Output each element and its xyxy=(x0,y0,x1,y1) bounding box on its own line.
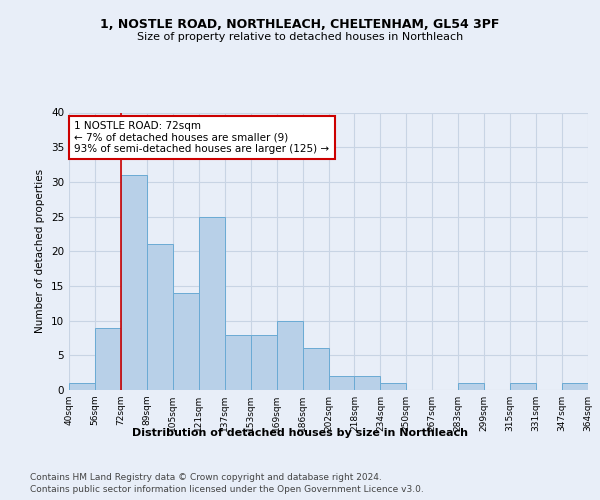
Bar xyxy=(95,328,121,390)
Text: Contains public sector information licensed under the Open Government Licence v3: Contains public sector information licen… xyxy=(30,485,424,494)
Y-axis label: Number of detached properties: Number of detached properties xyxy=(35,169,46,334)
Bar xyxy=(121,175,147,390)
Bar xyxy=(562,383,588,390)
Text: 1, NOSTLE ROAD, NORTHLEACH, CHELTENHAM, GL54 3PF: 1, NOSTLE ROAD, NORTHLEACH, CHELTENHAM, … xyxy=(100,18,500,30)
Bar xyxy=(69,383,95,390)
Bar xyxy=(199,216,224,390)
Text: Contains HM Land Registry data © Crown copyright and database right 2024.: Contains HM Land Registry data © Crown c… xyxy=(30,472,382,482)
Bar xyxy=(355,376,380,390)
Bar xyxy=(225,334,251,390)
Bar xyxy=(251,334,277,390)
Bar xyxy=(147,244,173,390)
Bar xyxy=(173,293,199,390)
Bar xyxy=(277,320,302,390)
Bar xyxy=(380,383,406,390)
Text: Size of property relative to detached houses in Northleach: Size of property relative to detached ho… xyxy=(137,32,463,42)
Bar xyxy=(510,383,536,390)
Text: 1 NOSTLE ROAD: 72sqm
← 7% of detached houses are smaller (9)
93% of semi-detache: 1 NOSTLE ROAD: 72sqm ← 7% of detached ho… xyxy=(74,121,329,154)
Bar xyxy=(302,348,329,390)
Bar xyxy=(329,376,355,390)
Text: Distribution of detached houses by size in Northleach: Distribution of detached houses by size … xyxy=(132,428,468,438)
Bar xyxy=(458,383,484,390)
